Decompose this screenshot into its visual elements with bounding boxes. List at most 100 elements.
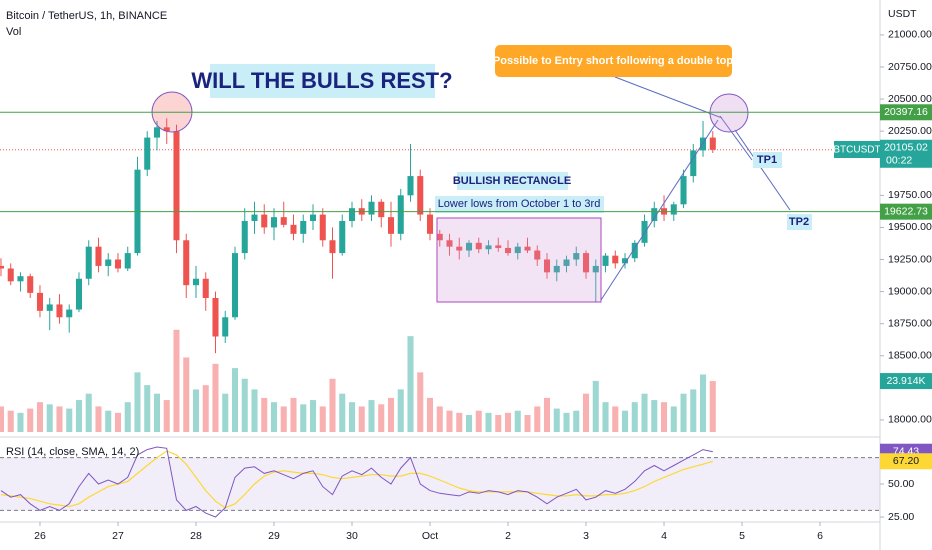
candle-body — [290, 224, 297, 234]
candle-body — [641, 221, 648, 243]
volume-bar — [426, 397, 434, 432]
volume-bar — [621, 410, 629, 432]
volume-bar — [329, 378, 336, 432]
x-tick-label: 4 — [661, 530, 667, 542]
volume-bar — [680, 393, 687, 432]
candle-body — [114, 259, 122, 269]
candle-body — [173, 131, 180, 241]
candle-body — [690, 150, 697, 177]
y-tick-label: 21000.00 — [888, 29, 932, 41]
volume-bar — [270, 402, 278, 432]
volume-bar — [436, 406, 443, 432]
label-box — [457, 172, 568, 190]
volume-bar — [173, 329, 180, 432]
volume-bar — [85, 393, 92, 432]
candle-body — [680, 176, 687, 205]
rectangle-drawing — [436, 217, 602, 303]
volume-bar — [514, 410, 521, 432]
volume-bar — [709, 381, 716, 432]
volume-bar — [651, 400, 658, 432]
volume-bar — [660, 402, 668, 432]
candle-body — [456, 246, 463, 251]
candle-body — [144, 137, 151, 170]
candle-body — [368, 201, 375, 215]
candle-body — [631, 242, 638, 259]
volume-bar — [397, 389, 404, 432]
x-tick-label: 28 — [190, 530, 202, 542]
volume-bar — [261, 397, 268, 432]
candle-body — [309, 214, 317, 222]
plot-area — [0, 118, 880, 518]
volume-bar — [690, 389, 697, 432]
volume-bar — [504, 412, 512, 432]
volume-bar — [348, 402, 356, 432]
last-price-label: 20105.02 — [884, 142, 928, 154]
candle-body — [66, 309, 73, 318]
volume-bar — [144, 385, 151, 432]
volume-bar — [573, 410, 580, 432]
volume-bar — [27, 408, 34, 432]
x-tick-label: 26 — [34, 530, 46, 542]
candle-body — [436, 233, 443, 241]
volume-bar — [495, 414, 502, 432]
arrow-tp2 — [734, 129, 791, 211]
volume-bar — [543, 397, 551, 432]
y-tick-label: 20750.00 — [888, 61, 932, 73]
volume-bar — [66, 408, 73, 432]
volume-bar — [17, 412, 24, 432]
symbol-box — [834, 141, 880, 158]
volume-bar — [0, 406, 4, 432]
volume-bar — [75, 400, 83, 432]
title-box — [210, 64, 435, 98]
volume-bar — [602, 402, 609, 432]
candle-body — [270, 217, 278, 228]
candle-body — [495, 245, 502, 248]
volume-bar — [114, 412, 122, 432]
volume-bar — [241, 378, 248, 432]
x-tick-label: 5 — [739, 530, 745, 542]
candle-body — [397, 195, 404, 234]
volume-bar — [251, 389, 258, 432]
candle-body — [378, 201, 385, 218]
x-tick-label: 6 — [817, 530, 823, 542]
candle-body — [231, 253, 239, 318]
candle-body — [212, 298, 219, 337]
candle-body — [534, 250, 541, 260]
candle-body — [504, 247, 512, 254]
volume-bar — [192, 389, 200, 432]
volume-bar — [95, 406, 102, 432]
candle-body — [56, 304, 63, 318]
candle-body — [524, 246, 531, 251]
candle-body — [124, 253, 131, 269]
volume-bar — [582, 393, 590, 432]
label-box — [435, 196, 604, 213]
candle-body — [339, 221, 346, 254]
candle-body — [280, 217, 287, 225]
volume-bar — [407, 336, 414, 432]
volume-bar — [36, 402, 44, 432]
volume-bar — [105, 410, 112, 432]
volume-label: Vol — [6, 26, 21, 38]
candle-body — [85, 246, 92, 279]
annotation-label: Lower lows from October 1 to 3rd — [438, 198, 601, 210]
candle-body — [417, 176, 424, 215]
rsi-tick-label: 50.00 — [888, 478, 914, 490]
trend-line — [600, 119, 719, 301]
volume-bar — [134, 372, 141, 432]
volume-bar — [339, 393, 346, 432]
y-tick-label: 19500.00 — [888, 221, 932, 233]
volume-bar — [612, 406, 619, 432]
candle-body — [105, 259, 112, 266]
volume-bar — [641, 393, 648, 432]
candle-body — [553, 265, 560, 273]
candle-body — [163, 127, 170, 132]
circle-top-2 — [709, 93, 749, 133]
rsi-ma-last-box — [880, 453, 932, 470]
candle-body — [261, 214, 268, 228]
y-tick-label: 18000.00 — [888, 414, 932, 426]
tp-label: TP2 — [789, 216, 809, 228]
volume-bar — [163, 400, 170, 432]
volume-bar — [290, 397, 297, 432]
